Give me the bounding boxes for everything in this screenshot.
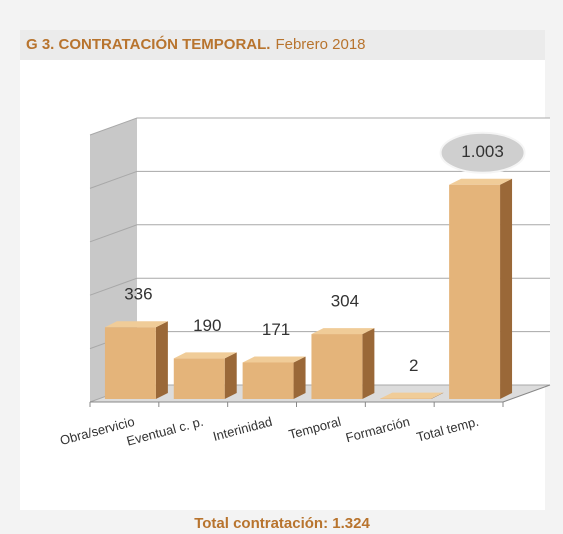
value-label: 304 [331, 292, 359, 311]
footer: Total contratación: 1.324 [194, 515, 370, 532]
bar-top [173, 352, 237, 359]
title-line: G 3. CONTRATACIÓN TEMPORAL. Febrero 2018 [26, 35, 366, 53]
bar [242, 356, 306, 399]
bar-top [449, 178, 513, 185]
bar-top [242, 356, 306, 363]
chart-title: G 3. CONTRATACIÓN TEMPORAL. [26, 35, 270, 53]
bar-front [242, 362, 294, 399]
title-band [20, 30, 545, 60]
value-label: 1.003 [461, 142, 504, 161]
label-highlight [439, 131, 526, 174]
back-wall [137, 118, 550, 385]
bar [311, 328, 375, 399]
bar-side [293, 356, 306, 399]
bar [173, 352, 237, 399]
bar-side [500, 178, 513, 399]
bar-top [104, 321, 168, 328]
bar-top [311, 328, 375, 335]
chart-subtitle: Febrero 2018 [275, 36, 365, 53]
value-label: 2 [409, 356, 418, 375]
grid-line [89, 277, 550, 296]
value-label: 336 [124, 285, 152, 304]
bar-front [173, 358, 225, 399]
bar-side [155, 321, 168, 399]
bar-front [104, 327, 156, 399]
bar-side [224, 352, 237, 399]
grid-line [89, 224, 550, 243]
bar-top [380, 392, 444, 399]
bar-side [431, 392, 444, 399]
grid-line [89, 117, 550, 136]
grid-line [89, 170, 550, 189]
bar [449, 178, 513, 399]
value-label: 171 [262, 320, 290, 339]
bar [104, 321, 168, 399]
bar-front [449, 184, 501, 399]
bar-front [311, 334, 363, 399]
value-label: 190 [193, 316, 221, 335]
x-axis-right [502, 384, 551, 403]
bar-side [362, 328, 375, 399]
bar [380, 392, 444, 399]
